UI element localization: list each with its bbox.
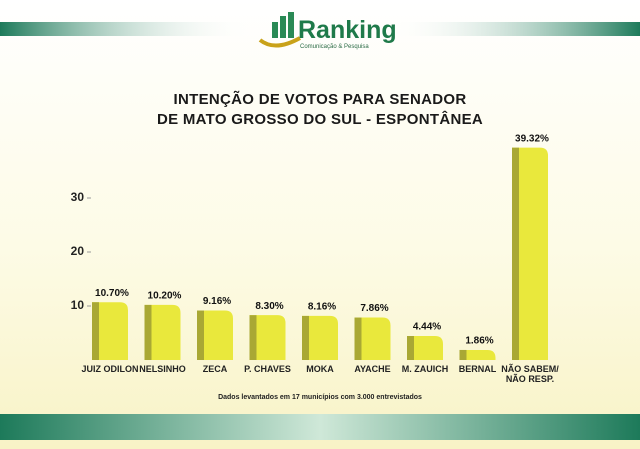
logo-tagline: Comunicação & Pesquisa xyxy=(300,44,369,50)
value-label: 10.70% xyxy=(95,288,129,299)
bar-side xyxy=(302,315,309,360)
bar-face xyxy=(144,304,181,360)
bar-side xyxy=(249,315,257,360)
bar-face xyxy=(92,302,128,360)
value-label: 1.86% xyxy=(465,336,493,347)
bar-face xyxy=(249,315,286,360)
bar xyxy=(249,315,286,360)
chart-note: Dados levantados em 17 municípios com 3.… xyxy=(218,394,422,401)
x-tick-label: NELSINHO xyxy=(139,364,186,374)
x-tick-label: AYACHE xyxy=(354,364,391,374)
x-tick-label: P. CHAVES xyxy=(244,364,291,374)
x-tick-label: ZECA xyxy=(202,364,228,374)
x-tick-label: M. ZAUICH xyxy=(401,364,449,374)
logo-icon xyxy=(258,12,301,48)
value-label: 4.44% xyxy=(413,322,441,333)
bar xyxy=(144,304,181,360)
bar-side xyxy=(144,304,152,360)
bar-side xyxy=(354,317,362,360)
bar-side xyxy=(512,147,519,360)
x-tick-label: BERNAL xyxy=(458,364,497,374)
logo-name: Ranking xyxy=(298,16,397,44)
chart-title: INTENÇÃO DE VOTOS PARA SENADOR DE MATO G… xyxy=(156,91,484,128)
value-label: 8.16% xyxy=(308,302,336,313)
value-label: 10.20% xyxy=(148,291,182,302)
bar-side xyxy=(197,310,204,360)
value-label: 39.32% xyxy=(515,133,549,144)
x-tick-label: MOKA xyxy=(306,364,334,374)
bar-face xyxy=(197,310,233,360)
header-band xyxy=(0,22,250,36)
bar xyxy=(92,302,128,360)
bar xyxy=(459,349,496,360)
value-label: 7.86% xyxy=(360,303,388,314)
bar xyxy=(407,336,443,360)
bar-face xyxy=(512,147,548,360)
x-tick-label: NÃO SABEM/ NÃO RESP. xyxy=(501,364,559,384)
bar-side xyxy=(407,336,414,360)
bar-side xyxy=(459,349,467,360)
y-tick-label: 20 xyxy=(71,244,85,258)
x-tick-label: JUIZ ODILON xyxy=(81,364,139,374)
value-label: 9.16% xyxy=(203,296,231,307)
bar-face xyxy=(459,349,496,360)
bar xyxy=(197,310,233,360)
bar xyxy=(354,317,391,360)
bar-face xyxy=(302,315,338,360)
footer-band xyxy=(0,414,640,440)
bar-face xyxy=(354,317,391,360)
y-tick-label: 30 xyxy=(71,190,85,204)
header-band xyxy=(390,22,640,36)
value-label: 8.30% xyxy=(255,301,283,312)
y-tick-label: 10 xyxy=(71,298,85,312)
bar-side xyxy=(92,302,99,360)
bar xyxy=(302,315,338,360)
bar xyxy=(512,147,548,360)
bar-face xyxy=(407,336,443,360)
